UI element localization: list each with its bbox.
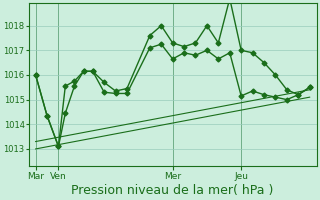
X-axis label: Pression niveau de la mer( hPa ): Pression niveau de la mer( hPa )	[71, 184, 274, 197]
